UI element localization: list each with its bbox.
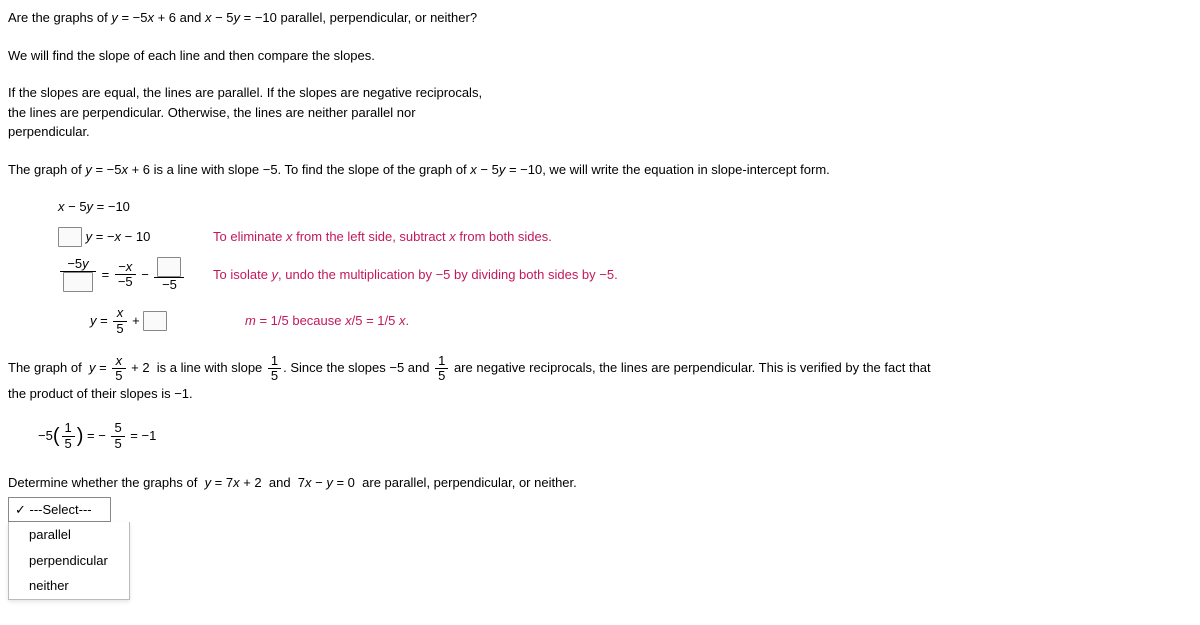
answer-box-1[interactable] (58, 227, 82, 247)
conclusion: The graph of y = x5 + 2 is a line with s… (8, 354, 1192, 403)
step-1-eq: x − 5y = −10 (58, 197, 213, 217)
rules-line-3: perpendicular. (8, 124, 90, 139)
step-3-eq: −5y = −x −5 − −5 (58, 257, 213, 292)
step-2: y = −x − 10 To eliminate x from the left… (58, 227, 1192, 248)
select-options: parallel perpendicular neither (8, 522, 130, 600)
question-1-text: Are the graphs of y = −5x + 6 and x − 5y… (8, 10, 477, 25)
step-4-comment: m = 1/5 because x/5 = 1/5 x. (245, 311, 409, 331)
option-neither[interactable]: neither (9, 573, 129, 599)
frac-3: −5 (154, 257, 184, 292)
select-current[interactable]: ---Select--- (8, 497, 111, 523)
frac-2: −x −5 (115, 260, 136, 290)
conclusion-line-2: the product of their slopes is −1. (8, 386, 193, 401)
verify-eq: −5(15) = − 55 = −1 (38, 421, 1192, 451)
frac-conc-3: 15 (435, 354, 448, 384)
frac-verify-1: 15 (62, 421, 75, 451)
rules-line-2: the lines are perpendicular. Otherwise, … (8, 105, 416, 120)
intro-para: We will find the slope of each line and … (8, 46, 1192, 66)
answer-box-3[interactable] (157, 257, 181, 277)
step-2-eq: y = −x − 10 (58, 227, 213, 248)
answer-box-4[interactable] (143, 311, 167, 331)
minus: − (138, 265, 153, 285)
frac-4: x 5 (113, 306, 126, 336)
step-3: −5y = −x −5 − −5 To isolate y, undo the … (58, 257, 1192, 292)
question-2: Determine whether the graphs of y = 7x +… (8, 473, 1192, 493)
frac-verify-2: 55 (111, 421, 124, 451)
equals: = (98, 265, 113, 285)
option-perpendicular[interactable]: perpendicular (9, 548, 129, 574)
rules-para: If the slopes are equal, the lines are p… (8, 83, 1192, 142)
step-2-comment: To eliminate x from the left side, subtr… (213, 227, 552, 247)
step-4-eq: y = x 5 + (58, 306, 245, 336)
answer-box-2[interactable] (63, 272, 93, 292)
setup-para: The graph of y = −5x + 6 is a line with … (8, 160, 1192, 180)
frac-conc-2: 15 (268, 354, 281, 384)
rules-line-1: If the slopes are equal, the lines are p… (8, 85, 482, 100)
answer-select[interactable]: ---Select--- parallel perpendicular neit… (8, 497, 111, 523)
step-1: x − 5y = −10 (58, 197, 1192, 217)
step-3-comment: To isolate y, undo the multiplication by… (213, 265, 618, 285)
frac-1: −5y (60, 257, 96, 292)
option-parallel[interactable]: parallel (9, 522, 129, 548)
step-4: y = x 5 + m = 1/5 because x/5 = 1/5 x. (58, 306, 1192, 336)
frac-conc-1: x5 (112, 354, 125, 384)
question-1: Are the graphs of y = −5x + 6 and x − 5y… (8, 8, 1192, 28)
